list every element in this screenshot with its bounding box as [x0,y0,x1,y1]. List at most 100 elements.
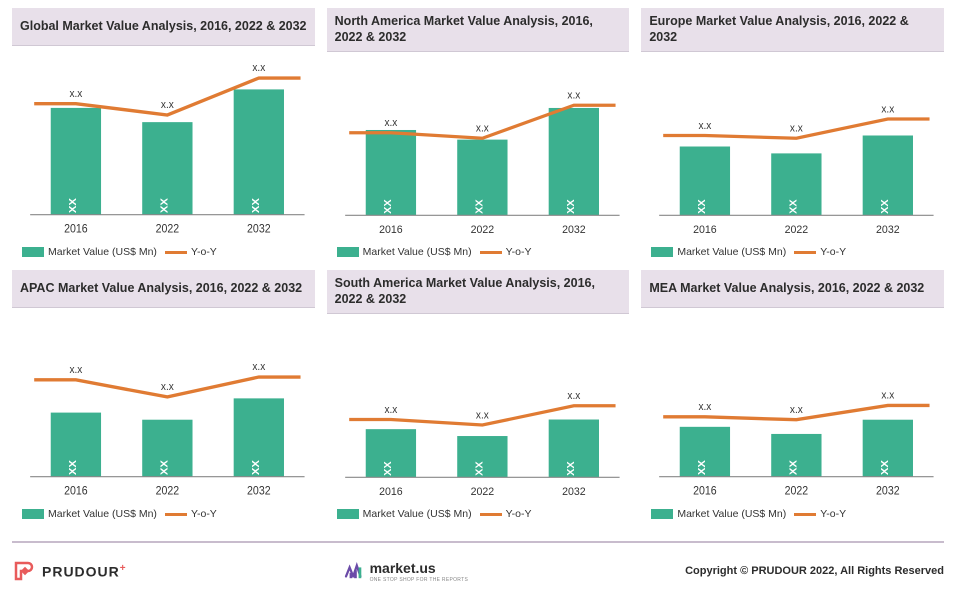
swatch-line [480,251,502,254]
bar-value-label: XX [159,197,170,213]
x-axis-label: 2022 [156,485,180,498]
panel-title: Global Market Value Analysis, 2016, 2022… [12,8,315,46]
line-value-label: x.x [69,87,82,100]
legend-item-bar: Market Value (US$ Mn) [22,246,157,258]
legend-line-label: Y-o-Y [820,246,846,258]
chart-svg: XXXXXX x.xx.xx.x 201620222032 [641,58,944,244]
bar-value-label: XX [880,459,891,475]
legend-item-bar: Market Value (US$ Mn) [651,246,786,258]
bar-value-label: XX [250,197,261,213]
chart-area: XXXXXX x.xx.xx.x 201620222032 [641,314,944,506]
swatch-bar [22,509,44,519]
x-axis-label: 2022 [156,223,180,236]
swatch-line [794,513,816,516]
line-value-label: x.x [384,117,398,129]
chart-svg: XXXXXX x.xx.xx.x 201620222032 [327,58,630,244]
panel-title: South America Market Value Analysis, 201… [327,270,630,314]
legend-bar-label: Market Value (US$ Mn) [48,508,157,520]
legend-item-line: Y-o-Y [480,246,532,258]
prudour-icon [12,559,36,583]
legend-line-label: Y-o-Y [191,246,217,258]
legend-bar-label: Market Value (US$ Mn) [363,508,472,520]
legend: Market Value (US$ Mn) Y-o-Y [641,244,944,258]
legend-item-line: Y-o-Y [794,246,846,258]
panel-title: MEA Market Value Analysis, 2016, 2022 & … [641,270,944,308]
x-axis-label: 2016 [64,223,88,236]
line-value-label: x.x [699,401,712,414]
legend: Market Value (US$ Mn) Y-o-Y [641,506,944,520]
bar-value-label: XX [382,462,394,477]
x-axis-label: 2032 [876,485,900,498]
legend: Market Value (US$ Mn) Y-o-Y [327,244,630,258]
x-axis-label: 2016 [693,224,717,236]
swatch-line [165,513,187,516]
x-axis-label: 2016 [693,485,717,498]
legend-bar-label: Market Value (US$ Mn) [677,508,786,520]
swatch-bar [337,247,359,257]
legend-item-bar: Market Value (US$ Mn) [337,508,472,520]
bar-value-label: XX [788,200,800,215]
bar-value-label: XX [565,200,577,215]
chart-area: XXXXXX x.xx.xx.x 201620222032 [12,52,315,244]
legend-item-line: Y-o-Y [165,508,217,520]
chart-area: XXXXXX x.xx.xx.x 201620222032 [12,314,315,506]
line-value-label: x.x [476,409,490,421]
chart-area: XXXXXX x.xx.xx.x 201620222032 [327,58,630,244]
panel-title: APAC Market Value Analysis, 2016, 2022 &… [12,270,315,308]
x-axis-label: 2032 [562,224,586,236]
line-value-label: x.x [161,381,174,394]
legend-bar-label: Market Value (US$ Mn) [48,246,157,258]
bar-value-label: XX [250,459,261,475]
line-value-label: x.x [699,120,713,132]
bar-value-label: XX [159,459,170,475]
swatch-bar [651,247,673,257]
chart-svg: XXXXXX x.xx.xx.x 201620222032 [327,320,630,506]
x-axis-label: 2016 [379,224,403,236]
legend-line-label: Y-o-Y [191,508,217,520]
bar-value-label: XX [473,462,485,477]
x-axis-label: 2032 [876,224,900,236]
line-value-label: x.x [384,404,398,416]
x-axis-label: 2032 [247,223,271,236]
chart-area: XXXXXX x.xx.xx.x 201620222032 [641,58,944,244]
legend-item-bar: Market Value (US$ Mn) [651,508,786,520]
line-value-label: x.x [252,62,265,75]
copyright-text: Copyright © PRUDOUR 2022, All Rights Res… [685,565,944,577]
line-value-label: x.x [882,389,895,402]
x-axis-label: 2022 [785,224,809,236]
legend-item-line: Y-o-Y [794,508,846,520]
legend-item-line: Y-o-Y [480,508,532,520]
chart-svg: XXXXXX x.xx.xx.x 201620222032 [12,52,315,244]
panel-title: North America Market Value Analysis, 201… [327,8,630,52]
marketus-text: market.us [370,560,436,576]
bar-value-label: XX [382,200,394,215]
marketus-sub: ONE STOP SHOP FOR THE REPORTS [370,577,469,583]
chart-panel: APAC Market Value Analysis, 2016, 2022 &… [12,270,315,520]
bar-value-label: XX [67,197,78,213]
chart-svg: XXXXXX x.xx.xx.x 201620222032 [641,314,944,506]
line-value-label: x.x [882,103,896,115]
x-axis-label: 2022 [785,485,809,498]
x-axis-label: 2016 [379,486,403,498]
swatch-bar [22,247,44,257]
x-axis-label: 2032 [562,486,586,498]
footer-divider [12,541,944,543]
legend-item-bar: Market Value (US$ Mn) [337,246,472,258]
bar-value-label: XX [697,200,709,215]
chart-panel: Global Market Value Analysis, 2016, 2022… [12,8,315,258]
bar [234,89,284,214]
swatch-bar [651,509,673,519]
bar-value-label: XX [473,200,485,215]
logo-prudour: PRUDOUR+ [12,559,127,583]
line-value-label: x.x [252,361,265,374]
legend: Market Value (US$ Mn) Y-o-Y [12,244,315,258]
chart-svg: XXXXXX x.xx.xx.x 201620222032 [12,314,315,506]
legend: Market Value (US$ Mn) Y-o-Y [12,506,315,520]
chart-panel: MEA Market Value Analysis, 2016, 2022 & … [641,270,944,520]
chart-grid: Global Market Value Analysis, 2016, 2022… [0,0,956,520]
line-value-label: x.x [567,90,581,102]
legend: Market Value (US$ Mn) Y-o-Y [327,506,630,520]
x-axis-label: 2022 [470,224,494,236]
chart-panel: North America Market Value Analysis, 201… [327,8,630,258]
footer: PRUDOUR+ market.us ONE STOP SHOP FOR THE… [12,559,944,583]
